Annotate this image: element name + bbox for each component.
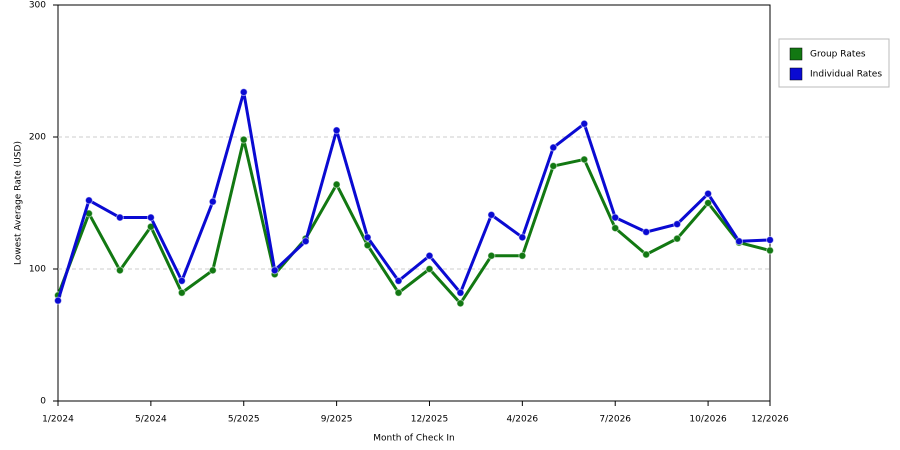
data-point — [115, 266, 124, 275]
data-point — [611, 213, 620, 222]
x-tick-label: 4/2026 — [507, 415, 539, 425]
data-point — [580, 155, 589, 164]
data-point — [642, 250, 651, 259]
data-point — [456, 288, 465, 297]
x-tick-label: 12/2026 — [751, 415, 789, 425]
data-point — [394, 288, 403, 297]
data-point — [611, 224, 620, 233]
legend-label: Individual Rates — [810, 70, 882, 80]
data-point — [208, 197, 217, 206]
legend-swatch — [789, 67, 803, 81]
data-point — [549, 143, 558, 152]
data-point — [332, 126, 341, 135]
x-tick-label: 7/2026 — [599, 415, 631, 425]
data-point — [704, 189, 713, 198]
y-tick-label: 200 — [29, 133, 46, 143]
data-point — [115, 213, 124, 222]
data-point — [518, 251, 527, 260]
data-point — [766, 235, 774, 244]
data-point — [301, 237, 310, 246]
data-point — [766, 246, 774, 255]
x-tick-label: 1/2024 — [42, 415, 74, 425]
data-point — [642, 228, 651, 237]
data-point — [239, 88, 248, 97]
series-line — [56, 90, 771, 302]
y-axis-title: Lowest Average Rate (USD) — [14, 141, 24, 265]
data-point — [177, 288, 186, 297]
x-axis-title: Month of Check In — [373, 434, 455, 444]
data-point — [208, 266, 217, 275]
data-point — [332, 180, 341, 189]
y-tick-label: 100 — [29, 265, 46, 275]
data-point — [239, 135, 248, 144]
plot-frame — [57, 4, 771, 402]
data-point — [518, 233, 527, 242]
data-point — [549, 162, 558, 171]
data-point — [487, 251, 496, 260]
data-point — [146, 213, 155, 222]
data-point — [704, 199, 713, 207]
data-point — [487, 210, 496, 219]
x-tick-label: 5/2024 — [135, 415, 167, 425]
data-point — [394, 276, 403, 285]
x-tick-label: 12/2025 — [411, 415, 448, 425]
data-point — [673, 234, 682, 243]
data-point — [270, 266, 279, 275]
data-point — [84, 196, 93, 205]
data-point — [54, 296, 62, 305]
data-point — [425, 265, 434, 273]
data-point — [363, 241, 372, 250]
data-point — [580, 119, 589, 128]
legend-label: Group Rates — [810, 50, 866, 60]
x-tick-label: 10/2026 — [689, 415, 727, 425]
y-tick-label: 0 — [40, 397, 46, 407]
legend-swatch — [789, 47, 803, 61]
data-point — [363, 233, 372, 242]
data-point — [735, 237, 744, 246]
x-tick-label: 9/2025 — [321, 415, 353, 425]
data-point — [673, 220, 682, 229]
x-tick-label: 5/2025 — [228, 415, 260, 425]
data-point — [425, 251, 434, 260]
series-line — [56, 138, 771, 305]
y-tick-label: 300 — [29, 1, 46, 11]
data-point — [456, 299, 465, 308]
data-point — [177, 276, 186, 285]
